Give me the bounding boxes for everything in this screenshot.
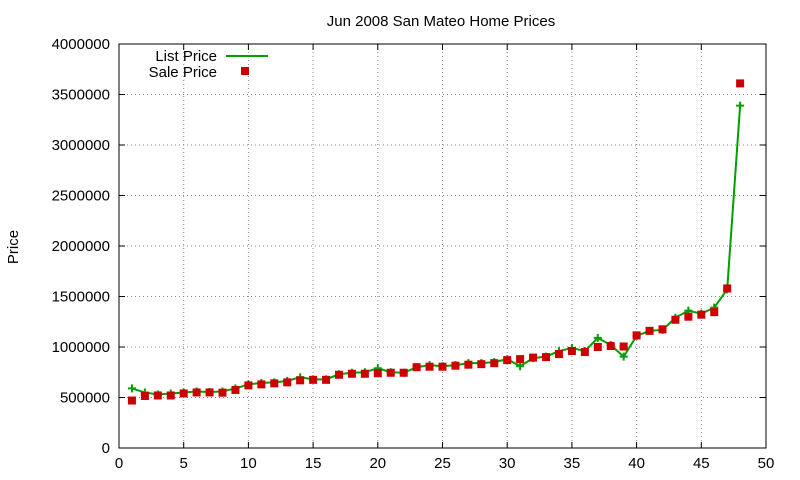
- legend-label-sale-price: Sale Price: [149, 64, 217, 81]
- x-tick-label: 40: [628, 455, 645, 472]
- list-price-point: [593, 333, 602, 342]
- sale-price-point: [218, 388, 227, 397]
- sale-price-point: [373, 369, 382, 378]
- sale-price-point: [632, 331, 641, 340]
- sale-price-point: [386, 368, 395, 377]
- x-tick-label: 5: [180, 455, 188, 472]
- sale-price-point: [257, 380, 266, 389]
- sale-price-point: [542, 353, 551, 362]
- sale-price-point: [166, 391, 175, 400]
- sale-price-point: [438, 362, 447, 371]
- sale-price-point: [710, 308, 719, 317]
- legend-swatch-sale-price: [241, 67, 249, 75]
- y-tick-label: 2000000: [52, 238, 110, 255]
- sale-price-point: [153, 391, 162, 400]
- x-tick-label: 50: [758, 455, 775, 472]
- sale-price-point: [658, 325, 667, 334]
- sale-price-point: [593, 343, 602, 351]
- sale-price-point: [334, 370, 343, 379]
- y-tick-label: 1000000: [52, 339, 110, 356]
- y-tick-label: 500000: [60, 390, 110, 407]
- sale-price-point: [645, 326, 654, 335]
- sale-price-point: [179, 389, 188, 398]
- sale-price-point: [360, 369, 369, 378]
- sale-price-point: [283, 378, 292, 387]
- x-tick-label: 20: [369, 455, 386, 472]
- sale-price-point: [244, 381, 253, 390]
- x-tick-label: 15: [305, 455, 322, 472]
- y-tick-label: 4000000: [52, 36, 110, 53]
- sale-price-point: [490, 359, 499, 368]
- sale-price-point: [425, 362, 434, 371]
- sale-price-point: [140, 391, 149, 400]
- x-tick-label: 10: [240, 455, 257, 472]
- sale-price-point: [412, 363, 421, 372]
- legend: List Price Sale Price: [149, 48, 268, 81]
- sale-price-point: [554, 350, 563, 359]
- sale-price-point: [684, 312, 693, 321]
- sale-price-point: [606, 341, 615, 350]
- y-tick-label: 3000000: [52, 137, 110, 154]
- x-tick-label: 0: [115, 455, 123, 472]
- x-tick-label: 45: [693, 455, 710, 472]
- plot-frame: [118, 43, 767, 449]
- sale-price-point: [567, 347, 576, 356]
- sale-price-point: [464, 360, 473, 369]
- sale-price-point: [736, 79, 745, 88]
- sale-price-point: [205, 388, 214, 397]
- x-tick-label: 30: [499, 455, 516, 472]
- sale-price-point: [347, 369, 356, 378]
- sale-price-point: [619, 342, 628, 351]
- y-tick-label: 0: [102, 440, 110, 457]
- sale-price-point: [503, 356, 512, 365]
- x-tick-label: 25: [434, 455, 451, 472]
- y-tick-label: 3500000: [52, 87, 110, 104]
- sale-price-point: [309, 375, 318, 384]
- sale-price-point: [580, 348, 589, 357]
- list-price-point: [516, 362, 525, 371]
- sale-price-point: [296, 376, 305, 385]
- chart-title: Jun 2008 San Mateo Home Prices: [327, 13, 555, 30]
- series-layer: [127, 79, 745, 405]
- x-tick-label: 35: [564, 455, 581, 472]
- y-tick-label: 2500000: [52, 188, 110, 205]
- ticks: 0 5 10 15 20 25 30 35 40 45 50 0 500000 1000000 150000…: [52, 36, 775, 472]
- sale-price-point: [697, 310, 706, 319]
- list-price-line: [131, 105, 742, 396]
- sale-price-point: [127, 396, 136, 405]
- y-axis-title: Price: [5, 230, 22, 264]
- sale-price-point: [671, 315, 680, 324]
- legend-label-list-price: List Price: [155, 48, 217, 65]
- sale-price-point: [399, 368, 408, 377]
- sale-price-point: [322, 375, 331, 384]
- sale-price-point: [192, 388, 201, 397]
- sale-price-point: [477, 360, 486, 369]
- y-tick-label: 1500000: [52, 289, 110, 306]
- sale-price-point: [723, 284, 732, 293]
- grid: [119, 44, 766, 448]
- sale-price-point: [516, 355, 525, 364]
- sale-price-point: [451, 361, 460, 370]
- list-price-point: [736, 101, 745, 110]
- list-price-point: [127, 384, 136, 393]
- sale-price-point: [270, 379, 279, 388]
- list-price-point: [619, 352, 628, 361]
- sale-price-point: [529, 353, 538, 362]
- sale-price-point: [231, 385, 240, 394]
